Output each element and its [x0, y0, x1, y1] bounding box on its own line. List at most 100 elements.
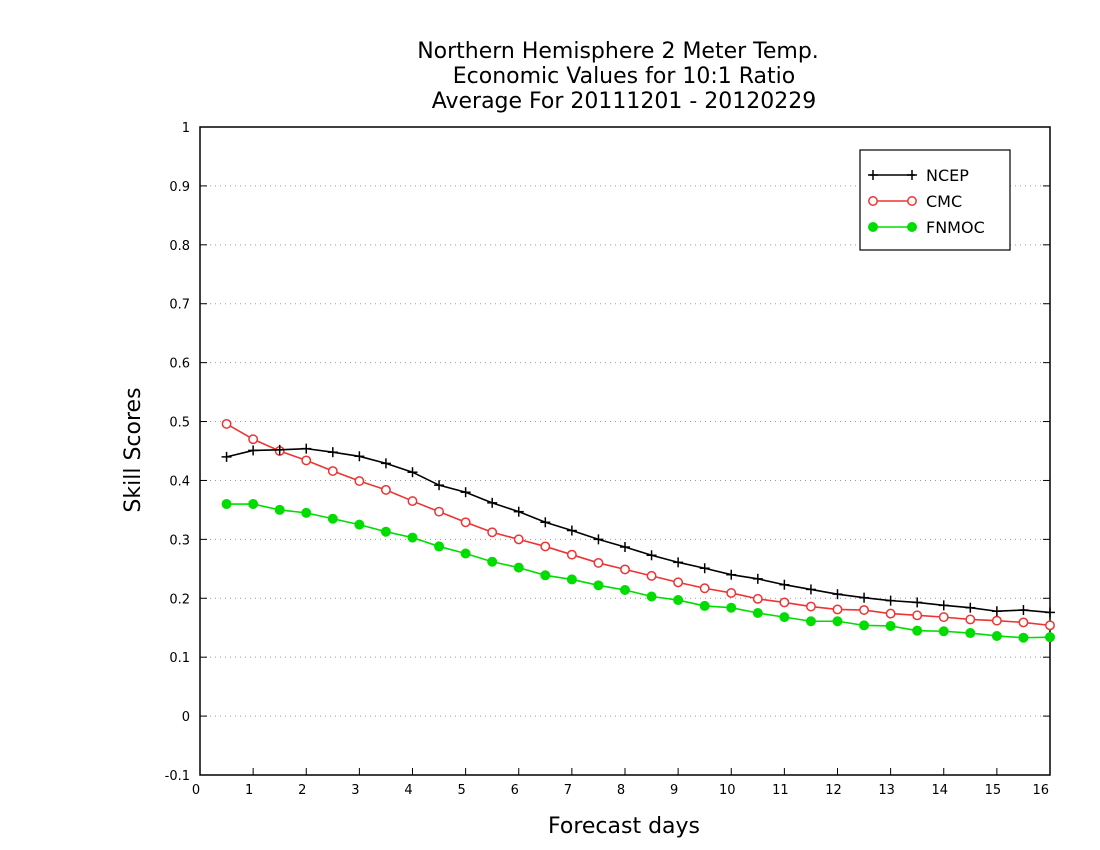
point-ncep	[646, 550, 657, 561]
point-ncep	[965, 602, 976, 613]
point-cmc	[752, 593, 763, 604]
point-cmc	[912, 610, 923, 621]
series-fnmoc	[221, 499, 1055, 643]
point-fnmoc	[859, 620, 870, 631]
point-cmc	[407, 496, 418, 507]
point-fnmoc	[248, 499, 259, 510]
point-fnmoc	[434, 541, 445, 552]
series-layer	[221, 418, 1055, 643]
point-fnmoc	[912, 625, 923, 636]
y-tick-label: 0.3	[169, 533, 190, 548]
point-fnmoc	[380, 526, 391, 537]
point-cmc	[434, 506, 445, 517]
x-tick-label: 14	[931, 783, 948, 798]
x-axis: 0 1 2 3 4 5 6 7 8 9 10 11 12 13 14 15 16	[192, 768, 1051, 798]
point-cmc	[726, 588, 737, 598]
y-axis: -0.1 0 0.1 0.2 0.3 0.4 0.5 0.6 0.7 0.8 0.9 1	[165, 121, 1050, 784]
point-cmc	[566, 549, 577, 560]
point-ncep	[566, 525, 577, 536]
point-ncep	[699, 563, 710, 574]
point-cmc	[460, 517, 471, 528]
x-tick-label: 10	[719, 783, 736, 798]
point-fnmoc	[1045, 632, 1055, 643]
legend-label-ncep: NCEP	[926, 166, 969, 185]
point-cmc	[1045, 620, 1055, 631]
point-ncep	[620, 542, 630, 553]
y-tick-label: 0.1	[169, 651, 190, 666]
point-ncep	[1045, 607, 1055, 618]
point-cmc	[380, 484, 391, 495]
point-cmc	[540, 541, 551, 552]
series-line-ncep	[226, 447, 1051, 614]
point-ncep	[487, 497, 498, 508]
legend-marker	[868, 222, 878, 232]
point-fnmoc	[726, 602, 737, 613]
title-line-3: Average For 20111201 - 20120229	[432, 89, 817, 114]
legend-label-fnmoc: FNMOC	[926, 218, 985, 237]
legend-item-fnmoc: FNMOC	[868, 218, 985, 237]
point-fnmoc	[566, 574, 577, 585]
x-tick-label: 12	[825, 783, 842, 798]
y-tick-label: -0.1	[165, 769, 190, 784]
y-tick-label: 0.7	[169, 298, 190, 313]
y-tick-label: 0.8	[169, 239, 190, 254]
point-fnmoc	[646, 591, 657, 602]
point-cmc	[673, 577, 684, 588]
point-cmc	[991, 615, 1002, 626]
legend-item-ncep: NCEP	[868, 166, 969, 185]
x-tick-label: 3	[351, 783, 359, 798]
x-axis-title: Forecast days	[548, 814, 700, 839]
point-cmc	[965, 614, 976, 625]
point-ncep	[513, 506, 524, 517]
point-cmc	[885, 608, 896, 619]
point-cmc	[832, 604, 843, 615]
x-tick-label: 7	[564, 783, 572, 798]
point-fnmoc	[487, 556, 498, 567]
legend-item-cmc: CMC	[868, 192, 962, 211]
y-tick-label: 0.5	[169, 416, 190, 431]
point-ncep	[354, 451, 365, 462]
title-line-2: Economic Values for 10:1 Ratio	[453, 64, 795, 89]
y-tick-label: 0.2	[169, 592, 190, 607]
point-ncep	[1018, 605, 1029, 616]
point-fnmoc	[885, 620, 896, 631]
point-ncep	[540, 517, 551, 528]
point-cmc	[646, 570, 657, 581]
point-ncep	[673, 557, 684, 568]
legend-marker	[907, 170, 917, 180]
x-tick-label: 1	[245, 783, 253, 798]
point-fnmoc	[938, 626, 949, 637]
x-tick-label: 16	[1032, 783, 1049, 798]
point-ncep	[938, 600, 949, 611]
point-cmc	[248, 434, 259, 445]
y-tick-label: 1	[182, 121, 190, 136]
point-cmc	[620, 564, 630, 575]
legend-label-cmc: CMC	[926, 192, 962, 211]
point-fnmoc	[1018, 632, 1029, 643]
point-fnmoc	[460, 548, 471, 559]
point-fnmoc	[593, 580, 604, 591]
point-ncep	[380, 458, 391, 469]
title-line-1: Northern Hemisphere 2 Meter Temp.	[417, 39, 819, 64]
point-cmc	[221, 418, 232, 429]
y-axis-title: Skill Scores	[121, 387, 146, 512]
point-cmc	[513, 534, 524, 545]
point-ncep	[327, 447, 338, 458]
point-ncep	[779, 579, 790, 590]
point-cmc	[779, 597, 790, 608]
point-fnmoc	[991, 630, 1002, 641]
y-tick-label: 0.4	[169, 474, 190, 489]
point-ncep	[407, 467, 418, 478]
legend-marker	[907, 196, 917, 206]
series-line-fnmoc	[226, 503, 1051, 639]
point-fnmoc	[805, 616, 816, 627]
legend: NCEP CMC FNMOC	[859, 149, 1011, 251]
series-ncep	[221, 443, 1055, 618]
point-ncep	[912, 597, 923, 608]
point-cmc	[938, 612, 949, 623]
x-tick-label: 0	[192, 783, 200, 798]
point-cmc	[487, 527, 498, 538]
point-ncep	[991, 606, 1002, 617]
point-fnmoc	[832, 616, 843, 627]
